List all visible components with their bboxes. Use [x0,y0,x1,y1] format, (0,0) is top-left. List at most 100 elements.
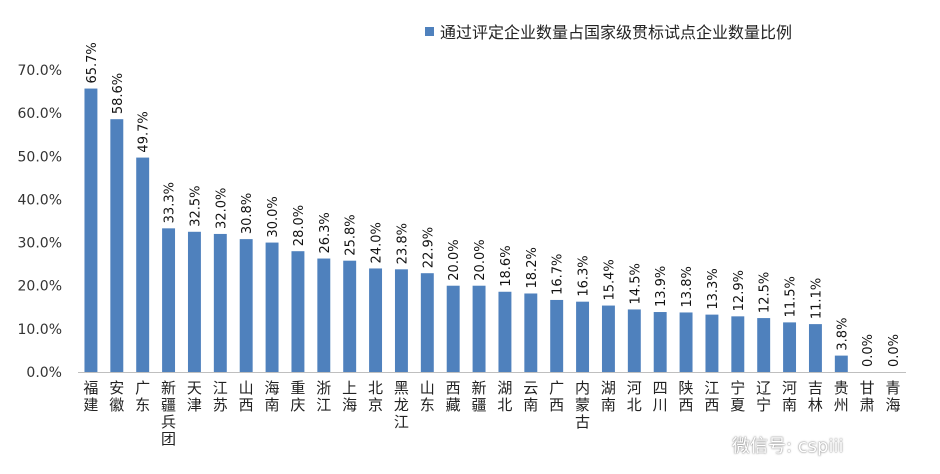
bar [679,312,693,372]
bar [136,157,150,372]
data-label: 32.0% [214,188,229,229]
data-label: 0.0% [887,334,902,367]
y-tick-label: 60.0% [18,106,62,122]
x-tick-label: 甘肃 [860,379,875,414]
bar [187,231,201,372]
bar [731,316,745,372]
x-tick-label: 吉林 [808,379,823,414]
x-tick-label: 湖南 [601,379,616,414]
x-tick-label: 上海 [342,379,357,414]
x-tick-label: 西藏 [446,379,461,414]
data-label: 12.9% [732,270,747,311]
bar [239,239,253,372]
data-label: 30.8% [240,193,255,234]
data-label: 20.0% [473,239,488,280]
data-label: 11.1% [809,278,824,319]
data-label: 11.5% [784,276,799,317]
data-label: 18.6% [499,245,514,286]
x-tick-label: 山西 [239,379,254,414]
bar [550,299,564,372]
bar [213,233,227,372]
bar [291,251,305,372]
bar [783,322,797,372]
x-tick-label: 陕西 [679,379,694,414]
data-label: 26.3% [318,212,333,253]
x-tick-label: 贵州 [834,379,849,414]
x-tick-label: 辽宁 [756,379,771,414]
bar [472,285,486,372]
y-tick-label: 50.0% [18,149,62,165]
data-label: 13.3% [706,268,721,309]
x-tick-label: 福建 [83,379,98,414]
bar [446,285,460,372]
data-label: 30.0% [266,196,281,237]
data-label: 14.5% [628,263,643,304]
x-tick-label: 河北 [627,379,642,414]
y-tick-label: 70.0% [18,63,62,79]
bar [524,293,538,372]
bar [162,228,176,372]
data-label: 33.3% [163,182,178,223]
y-tick-label: 10.0% [18,322,62,338]
data-label: 28.0% [292,205,307,246]
bar [110,119,124,372]
y-tick-label: 30.0% [18,236,62,252]
x-tick-label: 云南 [523,379,538,414]
bar [653,312,667,372]
x-tick-label: 江西 [704,379,719,414]
data-label: 18.2% [525,247,540,288]
legend-label: 通过评定企业数量占国家级贯标试点企业数量比例 [440,23,793,42]
x-tick-label: 青海 [886,379,901,414]
watermark: 微信号: cspiii [690,432,844,458]
legend-swatch [425,26,434,36]
bar [317,258,331,372]
wechat-icon [691,433,723,457]
bar [808,324,822,372]
bar [420,273,434,372]
data-label: 16.3% [577,255,592,296]
x-tick-label: 天津 [187,379,202,414]
x-tick-label: 江苏 [213,379,228,414]
y-tick-label: 0.0% [26,365,62,381]
bar [394,269,408,372]
x-tick-label: 重庆 [290,379,305,414]
y-tick-label: 20.0% [18,279,62,295]
x-tick-label: 内蒙古 [575,379,590,431]
bar [627,309,641,372]
x-tick-label: 浙江 [316,379,331,414]
bar [343,260,357,372]
data-label: 20.0% [447,239,462,280]
data-label: 13.8% [680,266,695,307]
x-tick-label: 广东 [135,379,150,414]
watermark-text: 微信号: cspiii [732,436,844,457]
data-label: 65.7% [85,42,100,83]
x-tick-label: 北京 [368,379,383,414]
data-label: 32.5% [188,185,203,226]
bar [84,88,98,373]
y-tick-label: 40.0% [18,192,62,208]
data-label: 23.8% [395,223,410,264]
x-tick-label: 四川 [653,379,668,414]
data-label: 25.8% [344,214,359,255]
bar [601,305,615,372]
x-tick-label: 湖北 [497,379,512,414]
x-tick-label: 广西 [549,379,564,414]
x-tick-label: 山东 [420,379,435,414]
x-tick-label: 宁夏 [730,379,745,414]
x-tick-label: 新疆 [472,379,487,414]
bar [498,291,512,372]
bar [369,268,383,372]
x-tick-label: 海南 [265,379,280,414]
bar [757,318,771,372]
x-tick-label: 安徽 [109,379,124,414]
data-label: 0.0% [861,334,876,367]
x-tick-label: 新疆兵团 [161,379,176,448]
data-label: 58.6% [111,73,126,114]
bar [705,314,719,372]
data-label: 49.7% [137,111,152,152]
data-label: 22.9% [421,227,436,268]
x-tick-label: 黑龙江 [394,379,409,431]
data-label: 16.7% [551,254,566,295]
data-label: 12.5% [758,272,773,313]
